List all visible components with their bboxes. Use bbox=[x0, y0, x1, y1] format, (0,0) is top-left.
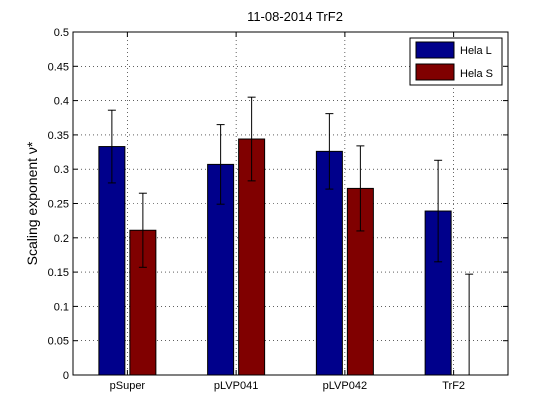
legend-label-hela-s: Hela S bbox=[460, 68, 493, 80]
y-tick-label: 0.25 bbox=[48, 199, 69, 211]
y-tick-label: 0 bbox=[63, 370, 69, 382]
legend-label-hela-l: Hela L bbox=[460, 45, 492, 57]
plot-frame bbox=[72, 31, 509, 376]
y-tick-label: 0.1 bbox=[54, 301, 69, 313]
y-tick-label: 0.35 bbox=[48, 130, 69, 142]
y-tick-label: 0.5 bbox=[54, 27, 69, 39]
error-bars bbox=[107, 96, 474, 375]
x-tick-label: pSuper bbox=[110, 380, 146, 392]
y-tick-label: 0.05 bbox=[48, 336, 69, 348]
legend: Hela L Hela S bbox=[409, 37, 503, 86]
legend-swatch-hela-l bbox=[415, 41, 455, 59]
y-axis-label: Scaling exponent ν* bbox=[24, 141, 40, 265]
y-tick-label: 0.2 bbox=[54, 233, 69, 245]
x-axis-ticks: pSuper pLVP041 pLVP042 TrF2 bbox=[110, 32, 465, 392]
x-tick-label: pLVP041 bbox=[214, 380, 258, 392]
y-tick-label: 0.45 bbox=[48, 61, 69, 73]
y-axis-ticks: 0 0.05 0.1 0.15 0.2 0.25 0.3 0.35 0.4 0.45 0.5 bbox=[48, 27, 508, 382]
x-tick-label: TrF2 bbox=[442, 380, 465, 392]
y-tick-label: 0.15 bbox=[48, 267, 69, 279]
bar-hela-l-psuper bbox=[98, 146, 126, 376]
y-tick-label: 0.4 bbox=[54, 96, 69, 108]
legend-swatch-hela-s bbox=[415, 63, 455, 81]
bar-hela-s-plvp041 bbox=[238, 138, 266, 376]
chart-title: 11-08-2014 TrF2 bbox=[247, 9, 343, 24]
y-tick-label: 0.3 bbox=[54, 164, 69, 176]
x-tick-label: pLVP042 bbox=[323, 380, 367, 392]
